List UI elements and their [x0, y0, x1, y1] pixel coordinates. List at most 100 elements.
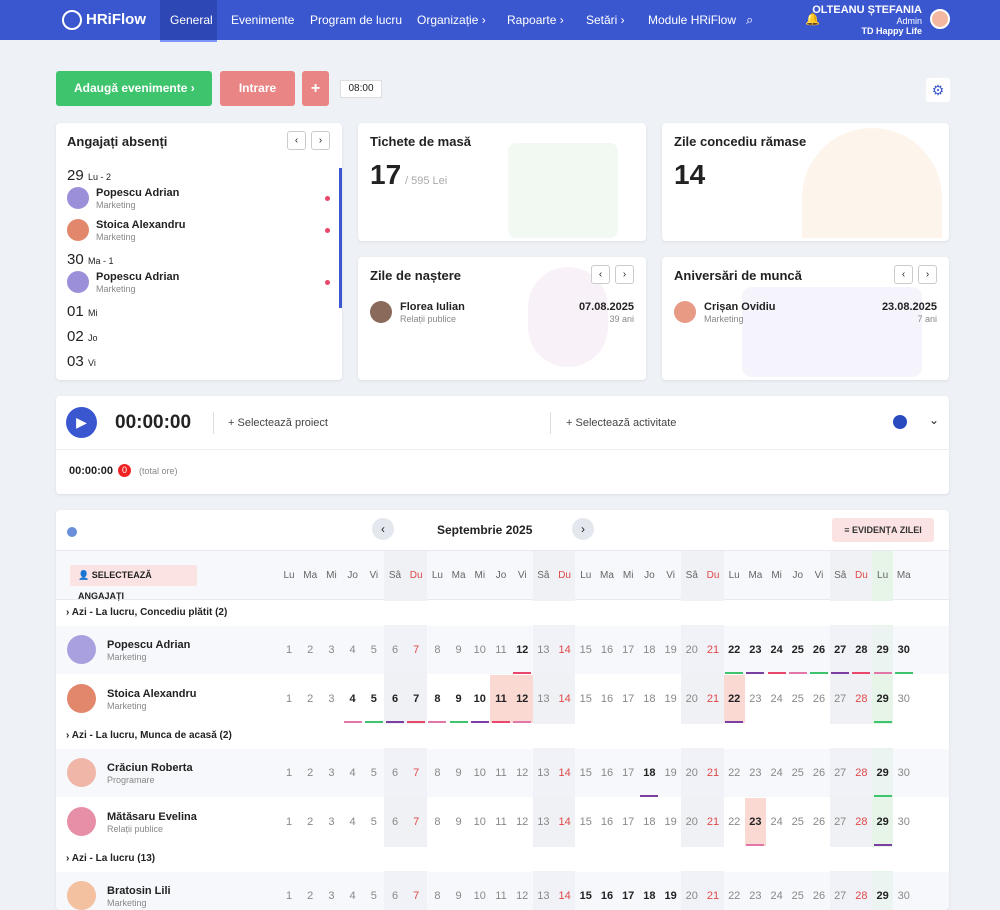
day: 18 [643, 767, 656, 779]
user-avatar[interactable] [930, 9, 950, 29]
day: 17 [622, 816, 635, 828]
day: 21 [706, 693, 720, 705]
search-icon[interactable]: ⌕ [746, 12, 754, 27]
day: 6 [391, 816, 399, 828]
day: 27 [834, 816, 847, 828]
next-button[interactable]: › [615, 265, 634, 284]
status-line [831, 672, 850, 674]
day: 1 [285, 890, 293, 902]
weekday: Du [409, 570, 423, 581]
avatar [67, 881, 96, 910]
status-line [788, 672, 807, 674]
day: 24 [770, 767, 783, 779]
bell-icon[interactable]: 🔔 [805, 12, 820, 26]
nav-item[interactable]: Rapoarte › [507, 13, 564, 27]
activity-select[interactable]: + Selectează activitate [566, 417, 677, 429]
card-title: Tichete de masă [370, 134, 471, 149]
day: 18 [643, 644, 656, 656]
day: 17 [622, 693, 635, 705]
next-button[interactable]: › [918, 265, 937, 284]
prev-button[interactable]: ‹ [287, 131, 306, 150]
weekday: Ma [896, 570, 911, 581]
expand-icon[interactable]: ⌄ [929, 413, 940, 427]
next-button[interactable]: › [311, 131, 330, 150]
nav-item[interactable]: Evenimente [231, 13, 295, 27]
play-button[interactable]: ▶ [66, 407, 97, 438]
info-icon[interactable] [67, 527, 77, 537]
weekday: Lu [283, 570, 295, 581]
label: SELECTEAZĂ ANGAJAȚI [78, 570, 152, 601]
select-employees[interactable]: 👤 SELECTEAZĂ ANGAJAȚI [70, 565, 197, 601]
weekday: Mi [622, 570, 634, 581]
status-line [492, 721, 510, 723]
currency-icon[interactable] [893, 415, 907, 429]
day: 13 [537, 644, 550, 656]
group-title: › Azi - La lucru (13) [66, 853, 156, 864]
day: 22 [728, 693, 741, 705]
day: 21 [706, 767, 720, 779]
nav-item[interactable]: Program de lucru [310, 13, 403, 27]
settings-button[interactable]: ⚙ [926, 78, 950, 102]
person-dept: Marketing [704, 314, 744, 324]
weekday: Du [558, 570, 571, 581]
weekday: Lu [580, 570, 592, 581]
project-select[interactable]: + Selectează proiect [228, 417, 328, 429]
day: 8 [434, 693, 441, 705]
day: 1 [285, 693, 293, 705]
weekday: Jo [495, 570, 507, 581]
plus-button[interactable]: + [302, 71, 329, 106]
logo[interactable]: HRiFlow [86, 11, 146, 28]
day: 12 [516, 890, 529, 902]
status-line [852, 672, 871, 674]
day: 9 [455, 890, 462, 902]
illustration [508, 143, 618, 238]
entry-button[interactable]: Intrare [220, 71, 295, 106]
weekday: Lu [728, 570, 740, 581]
status-line [767, 672, 786, 674]
nav-item[interactable]: Organizație › [417, 13, 486, 27]
weekday: Ma [451, 570, 466, 581]
day: 29 [876, 693, 889, 705]
day-record-button[interactable]: ≡ EVIDENȚA ZILEI [832, 518, 934, 542]
day: 28 [855, 816, 868, 828]
weekday: Mi [771, 570, 782, 581]
day: 4 [349, 767, 356, 779]
status-line [746, 672, 765, 674]
day: 11 [495, 693, 507, 705]
meal-value: 17 [370, 159, 402, 190]
employee-name: Crăciun Roberta [107, 762, 193, 774]
day-number: 03 [67, 353, 84, 370]
status-line [873, 795, 892, 797]
user-name[interactable]: OLTEANU ȘTEFANIA [812, 4, 922, 16]
status-line [513, 721, 532, 723]
day: 10 [473, 890, 486, 902]
status-dot [325, 280, 330, 285]
prev-month[interactable]: ‹ [372, 518, 394, 540]
nav-item[interactable]: Setări › [586, 13, 625, 27]
weekday: Du [854, 570, 868, 581]
weekday: Ma [600, 570, 614, 581]
day: 28 [855, 890, 868, 902]
day: 29 [876, 644, 889, 656]
prev-button[interactable]: ‹ [591, 265, 610, 284]
employee-name: Bratosin Lili [107, 885, 171, 897]
day: 18 [643, 693, 656, 705]
next-month[interactable]: › [572, 518, 594, 540]
shaded-cell [723, 675, 745, 723]
day-label: Lu - 2 [88, 172, 112, 182]
employee-row [56, 749, 949, 797]
day: 13 [537, 693, 550, 705]
prev-button[interactable]: ‹ [894, 265, 913, 284]
status-line [894, 672, 913, 674]
employee-name: Mătăsaru Evelina [107, 811, 197, 823]
day: 29 [876, 816, 889, 828]
meal-card: Tichete de masă 17 / 595 Lei [358, 123, 646, 241]
day: 6 [391, 693, 399, 705]
day: 30 [897, 644, 910, 656]
day: 16 [600, 693, 614, 705]
day: 30 [897, 693, 910, 705]
nav-item[interactable]: Module HRiFlow [648, 13, 737, 27]
add-event-button[interactable]: Adaugă evenimente › [56, 71, 212, 106]
nav-item[interactable]: General [170, 13, 213, 27]
